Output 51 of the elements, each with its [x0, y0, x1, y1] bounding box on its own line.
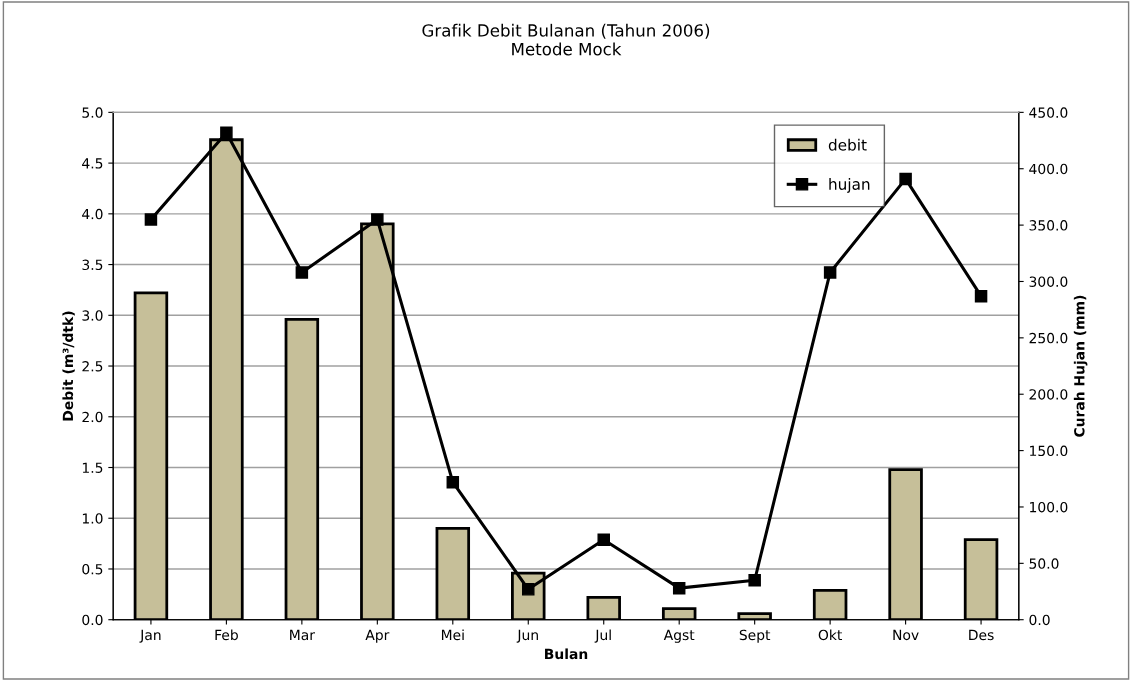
x-tick-label: Nov [893, 629, 919, 641]
x-tick-label: Jun [516, 629, 538, 643]
y2-tick-label: 350.0 [1029, 220, 1068, 231]
chart-subtitle: Metode Mock [512, 42, 622, 56]
y-tick-label: 5.0 [82, 107, 103, 118]
legend-label: hujan [829, 178, 870, 193]
point [974, 289, 988, 303]
y2-tick-label: 400.0 [1029, 163, 1068, 175]
x-tick-label: Jan [139, 629, 161, 643]
x-tick-label: Des [969, 629, 994, 641]
point [295, 266, 309, 279]
y-axis-title: Debit (m³/dtk) [62, 311, 75, 421]
y2-tick-label: 150.0 [1030, 445, 1068, 457]
y2-tick-label: 200.0 [1029, 389, 1068, 400]
y-tick-label: 0.0 [82, 614, 103, 626]
y-tick-label: 2.5 [82, 361, 103, 372]
y-tick-label: 1.5 [82, 462, 103, 473]
point [371, 213, 384, 226]
x-tick-label: Jul [594, 629, 611, 643]
y-tick-label: 3.5 [82, 259, 103, 271]
x-tick-label: Sept [739, 629, 771, 643]
y2-tick-label: 250.0 [1029, 332, 1068, 344]
x-tick-label: Okt [818, 629, 843, 641]
x-tick-label: Agst [663, 629, 695, 643]
point [597, 533, 610, 546]
point [823, 266, 837, 279]
y-tick-label: 4.5 [82, 158, 103, 169]
y2-tick-label: 0.0 [1029, 614, 1050, 626]
point [748, 573, 761, 587]
y2-tick-label: 450.0 [1029, 107, 1068, 118]
point [672, 581, 686, 595]
point [899, 172, 912, 186]
y-tick-label: 4.0 [82, 208, 103, 220]
point [144, 213, 158, 226]
y-tick-label: 0.5 [82, 563, 103, 575]
y2-tick-label: 300.0 [1029, 276, 1068, 287]
legend-label: debit [828, 138, 867, 151]
x-tick-label: Apr [365, 629, 390, 643]
y2-axis-title: Curah Hujan (mm) [1073, 295, 1088, 437]
x-tick-label: Mei [441, 629, 464, 641]
y-tick-label: 3.0 [82, 310, 103, 321]
x-tick-label: Feb [215, 629, 238, 641]
x-axis-title: Bulan [545, 648, 588, 660]
y-tick-label: 1.0 [82, 513, 103, 524]
y2-tick-label: 50.0 [1029, 558, 1059, 569]
point [446, 475, 460, 489]
chart-title: Grafik Debit Bulanan (Tahun 2006) [422, 23, 710, 39]
x-tick-label: Mar [290, 629, 315, 641]
y2-tick-label: 100.0 [1030, 501, 1068, 513]
y-tick-label: 2.0 [82, 411, 103, 423]
point [220, 126, 233, 139]
